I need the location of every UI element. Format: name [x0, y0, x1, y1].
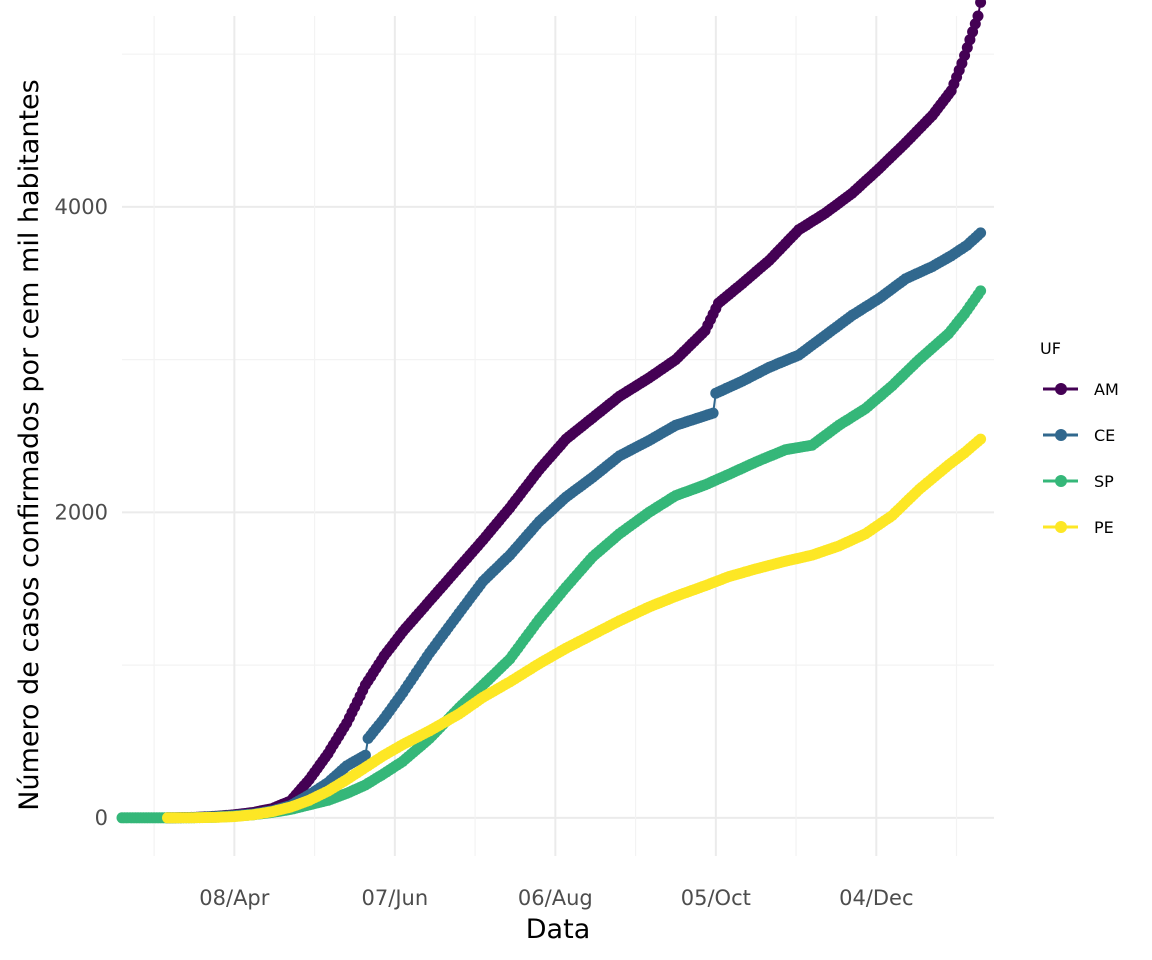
x-axis-title: Data [526, 914, 590, 945]
legend-title: UF [1040, 339, 1061, 358]
legend-item-ce: CE [1043, 426, 1115, 445]
legend-item-sp: SP [1043, 472, 1114, 491]
series-pe [162, 433, 987, 824]
data-point-am [975, 0, 987, 8]
legend-key-dot [1055, 475, 1067, 487]
y-tick-label: 4000 [55, 195, 108, 219]
series-ce [162, 227, 987, 824]
series-sp [116, 285, 987, 824]
data-point-am [972, 10, 984, 22]
legend-item-pe: PE [1043, 518, 1114, 537]
x-tick-label: 06/Aug [518, 886, 593, 910]
legend-key-dot [1055, 521, 1067, 533]
y-axis-title: Número de casos confirmados por cem mil … [14, 79, 45, 810]
data-point-ce [707, 407, 719, 419]
x-axis-ticks: 08/Apr 07/Jun 06/Aug 05/Oct 04/Dec [199, 886, 913, 910]
x-tick-label: 08/Apr [199, 886, 269, 910]
legend: UF AM CE SP PE [1040, 339, 1119, 537]
legend-label: AM [1094, 380, 1119, 399]
legend-key-dot [1055, 383, 1067, 395]
y-axis-ticks: 0 2000 4000 [55, 195, 108, 830]
legend-key-dot [1055, 429, 1067, 441]
legend-label: CE [1094, 426, 1115, 445]
data-point-sp [975, 285, 987, 297]
data-point-pe [975, 433, 987, 445]
plot-series [116, 0, 987, 824]
legend-label: SP [1094, 472, 1114, 491]
series-line-ce [167, 232, 982, 819]
x-tick-label: 05/Oct [681, 886, 751, 910]
legend-items: AM CE SP PE [1043, 380, 1119, 537]
series-line-sp [122, 290, 982, 819]
x-tick-label: 04/Dec [839, 886, 913, 910]
x-tick-label: 07/Jun [362, 886, 429, 910]
y-tick-label: 0 [95, 806, 108, 830]
legend-item-am: AM [1043, 380, 1119, 399]
legend-label: PE [1094, 518, 1114, 537]
data-point-ce [975, 227, 987, 239]
grid [122, 16, 994, 856]
data-point-ce [359, 749, 371, 761]
y-tick-label: 2000 [55, 500, 108, 524]
